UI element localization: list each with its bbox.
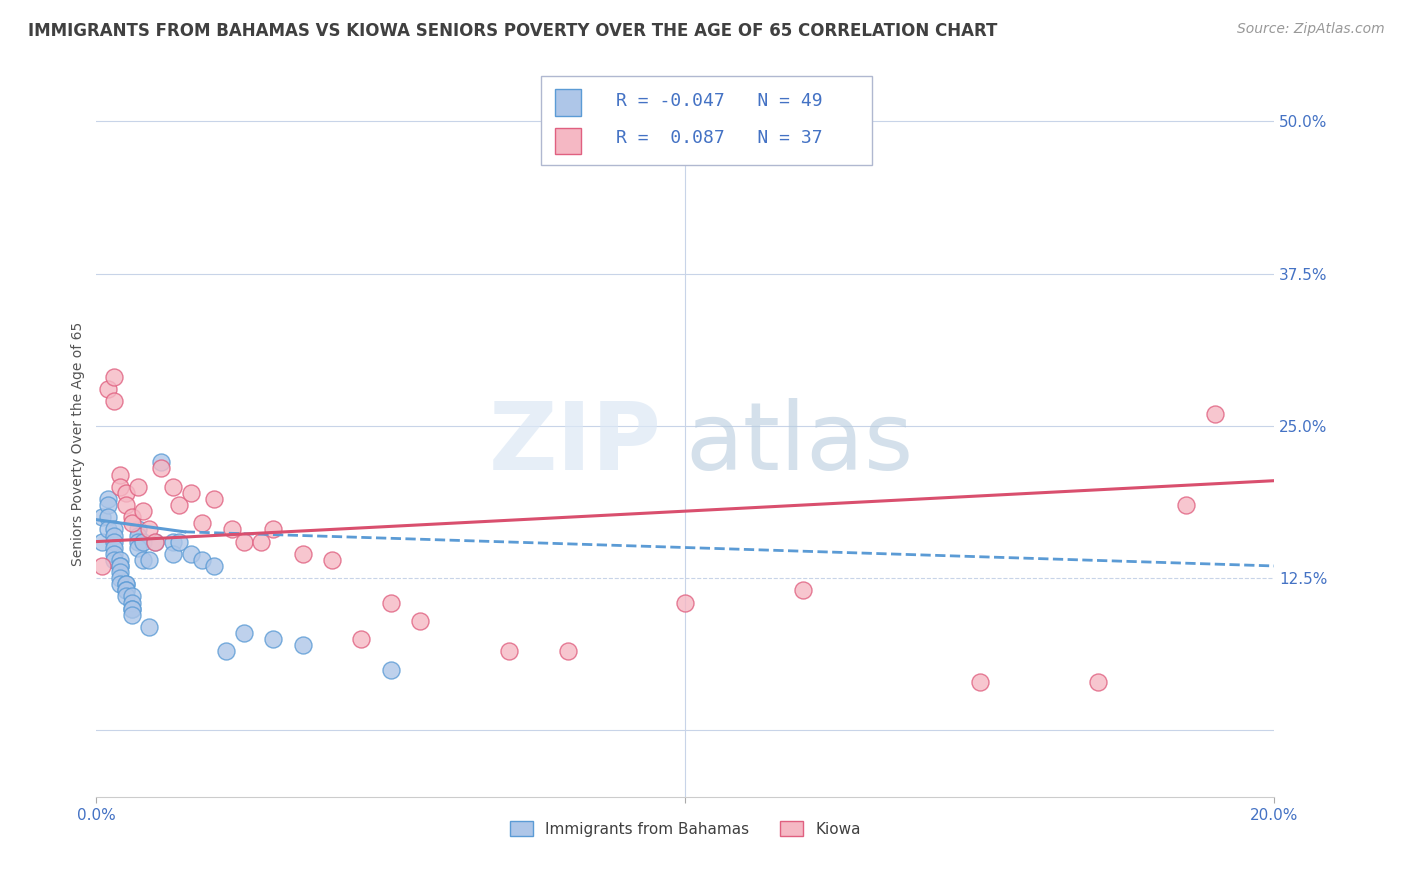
Point [121,595,143,609]
Point [108,571,131,585]
Point [103,547,125,561]
Point [108,467,131,482]
Point [132,553,155,567]
Point [108,577,131,591]
Point [350,632,373,646]
Point [167,498,190,512]
Point [191,516,214,531]
Point [121,516,143,531]
Point [97,491,120,506]
Point [103,534,125,549]
Point [250,534,273,549]
Point [114,498,136,512]
Point [108,553,131,567]
Point [557,644,579,658]
Point [91,558,114,573]
Text: ZIP: ZIP [489,398,662,490]
Legend: Immigrants from Bahamas, Kiowa: Immigrants from Bahamas, Kiowa [503,814,866,843]
Point [91,534,114,549]
Point [673,595,696,609]
Point [103,523,125,537]
Point [127,534,149,549]
Point [969,674,991,689]
Point [380,595,402,609]
Point [114,577,136,591]
Point [792,583,814,598]
Point [103,541,125,555]
Point [143,534,166,549]
Point [97,498,120,512]
Point [215,644,238,658]
Point [108,558,131,573]
Point [121,601,143,615]
Point [108,558,131,573]
Point [91,510,114,524]
Point [127,523,149,537]
Point [321,553,343,567]
Y-axis label: Seniors Poverty Over the Age of 65: Seniors Poverty Over the Age of 65 [72,322,86,566]
Point [380,663,402,677]
Point [114,583,136,598]
Point [121,601,143,615]
Point [127,541,149,555]
Point [138,620,160,634]
Point [1175,498,1198,512]
Point [138,523,160,537]
Point [103,553,125,567]
Point [127,480,149,494]
Point [103,394,125,409]
Point [291,547,314,561]
Point [97,382,120,396]
Point [97,523,120,537]
Point [180,547,202,561]
Point [114,583,136,598]
Point [114,486,136,500]
Point [162,480,184,494]
Text: IMMIGRANTS FROM BAHAMAS VS KIOWA SENIORS POVERTY OVER THE AGE OF 65 CORRELATION : IMMIGRANTS FROM BAHAMAS VS KIOWA SENIORS… [28,22,997,40]
Point [191,553,214,567]
Point [167,534,190,549]
Point [114,590,136,604]
Point [121,590,143,604]
Point [498,644,520,658]
Point [262,523,284,537]
Point [121,510,143,524]
Point [262,632,284,646]
Text: R =  0.087   N = 37: R = 0.087 N = 37 [616,129,823,147]
Point [232,534,254,549]
Point [202,491,225,506]
Point [180,486,202,500]
Point [138,553,160,567]
Point [97,510,120,524]
Point [221,523,243,537]
Point [103,370,125,384]
Text: Source: ZipAtlas.com: Source: ZipAtlas.com [1237,22,1385,37]
Point [409,614,432,628]
Point [108,480,131,494]
Point [150,455,173,469]
Point [162,547,184,561]
Point [132,534,155,549]
Point [1204,407,1226,421]
Point [103,528,125,542]
Point [114,577,136,591]
Point [132,504,155,518]
Text: R = -0.047   N = 49: R = -0.047 N = 49 [616,92,823,110]
Point [232,626,254,640]
Point [1087,674,1109,689]
Text: atlas: atlas [685,398,914,490]
Point [291,638,314,652]
Point [121,607,143,622]
Point [150,461,173,475]
Point [127,528,149,542]
Point [143,534,166,549]
Point [202,558,225,573]
Point [108,565,131,579]
Point [162,534,184,549]
